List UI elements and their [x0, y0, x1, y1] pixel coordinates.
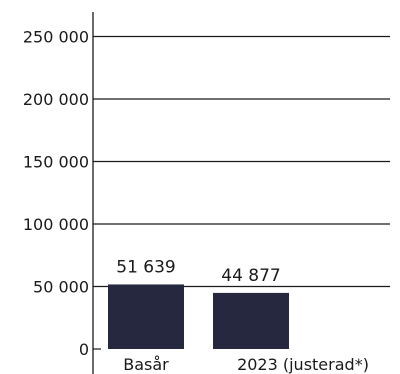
bar-value-label: 51 639: [116, 257, 175, 277]
gridlines: [93, 35, 390, 288]
labels: 0 50 000 100 000 150 000 200 000 250 000 51 63…: [23, 28, 369, 374]
y-tick-label: 50 000: [33, 278, 89, 297]
bar: [213, 292, 289, 349]
y-tick-label: 100 000: [23, 215, 89, 234]
bar: [108, 284, 184, 349]
category-label: Basår: [123, 355, 169, 374]
y-tick-label: 0: [79, 340, 89, 359]
bar-value-label: 44 877: [221, 266, 280, 286]
y-tick-label: 250 000: [23, 28, 89, 47]
category-label: 2023 (justerad*): [237, 355, 369, 374]
y-tick-label: 150 000: [23, 153, 89, 172]
axes: [92, 12, 101, 374]
y-tick-label: 200 000: [23, 90, 89, 109]
bars: [108, 284, 289, 349]
